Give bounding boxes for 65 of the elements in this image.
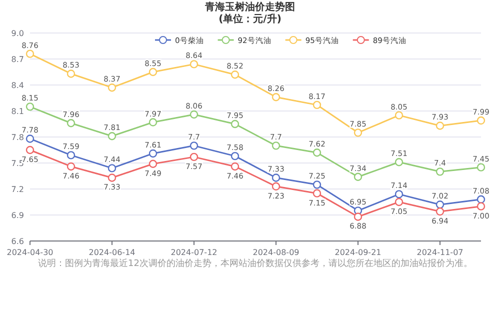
point [148,160,158,168]
point [436,207,444,216]
point [476,195,486,204]
point [436,200,444,209]
point [312,100,322,110]
point [230,152,240,160]
y-tick-label: 7.8 [11,133,24,142]
point [272,93,280,102]
point [272,142,280,150]
point [436,122,444,130]
x-tick-label: 2024-11-07 [416,248,464,257]
chart-subtitle: (单位：元/升) [218,13,282,25]
x-tick-label: 2024-04-30 [6,248,54,257]
chart-title: 青海玉树油价走势图 [204,1,295,13]
x-tick-label: 2024-07-12 [170,248,218,257]
point [354,172,362,181]
point [272,174,280,182]
point [476,202,486,210]
point [354,212,362,221]
point [148,118,158,126]
x-tick-label: 2024-06-14 [88,248,136,257]
point [190,60,198,68]
point [230,120,240,128]
point [108,132,116,140]
point [476,116,486,125]
point [394,190,404,198]
point [436,168,444,176]
point [312,189,322,198]
point [108,174,116,182]
point [190,152,198,162]
y-tick-label: 8.1 [11,107,24,116]
x-tick-label: 2024-08-09 [252,248,300,257]
text: 说明：图例为青海最近12次调价的油价走势，本网站油价数据仅供参考，请以您所在地区的加油站报价为准。 [38,258,474,270]
y-tick-label: 6.6 [11,237,24,246]
point [66,151,76,160]
y-tick-label: 9.0 [11,29,24,38]
point [272,182,280,190]
point [26,50,34,58]
point [190,110,198,119]
y-tick-label: 8.7 [11,55,24,64]
x-tick-label: 2024-09-21 [334,248,382,257]
point [312,180,322,189]
y-tick-label: 8.4 [11,81,24,90]
point [26,134,34,143]
point [476,163,486,172]
point [354,128,362,137]
y-tick-label: 7.5 [11,159,24,168]
point [148,68,158,76]
point [66,119,76,128]
point [26,102,34,111]
point [108,84,116,92]
point [230,162,240,171]
y-tick-label: 7.2 [11,185,24,194]
point [394,111,404,120]
y-tick-label: 6.9 [11,211,24,220]
point [190,142,198,150]
point [230,70,240,79]
point [26,146,34,154]
point [148,149,158,158]
point [66,162,76,171]
point [394,198,404,206]
point [312,148,322,157]
point [108,164,116,172]
point [394,158,404,166]
point [66,70,76,78]
